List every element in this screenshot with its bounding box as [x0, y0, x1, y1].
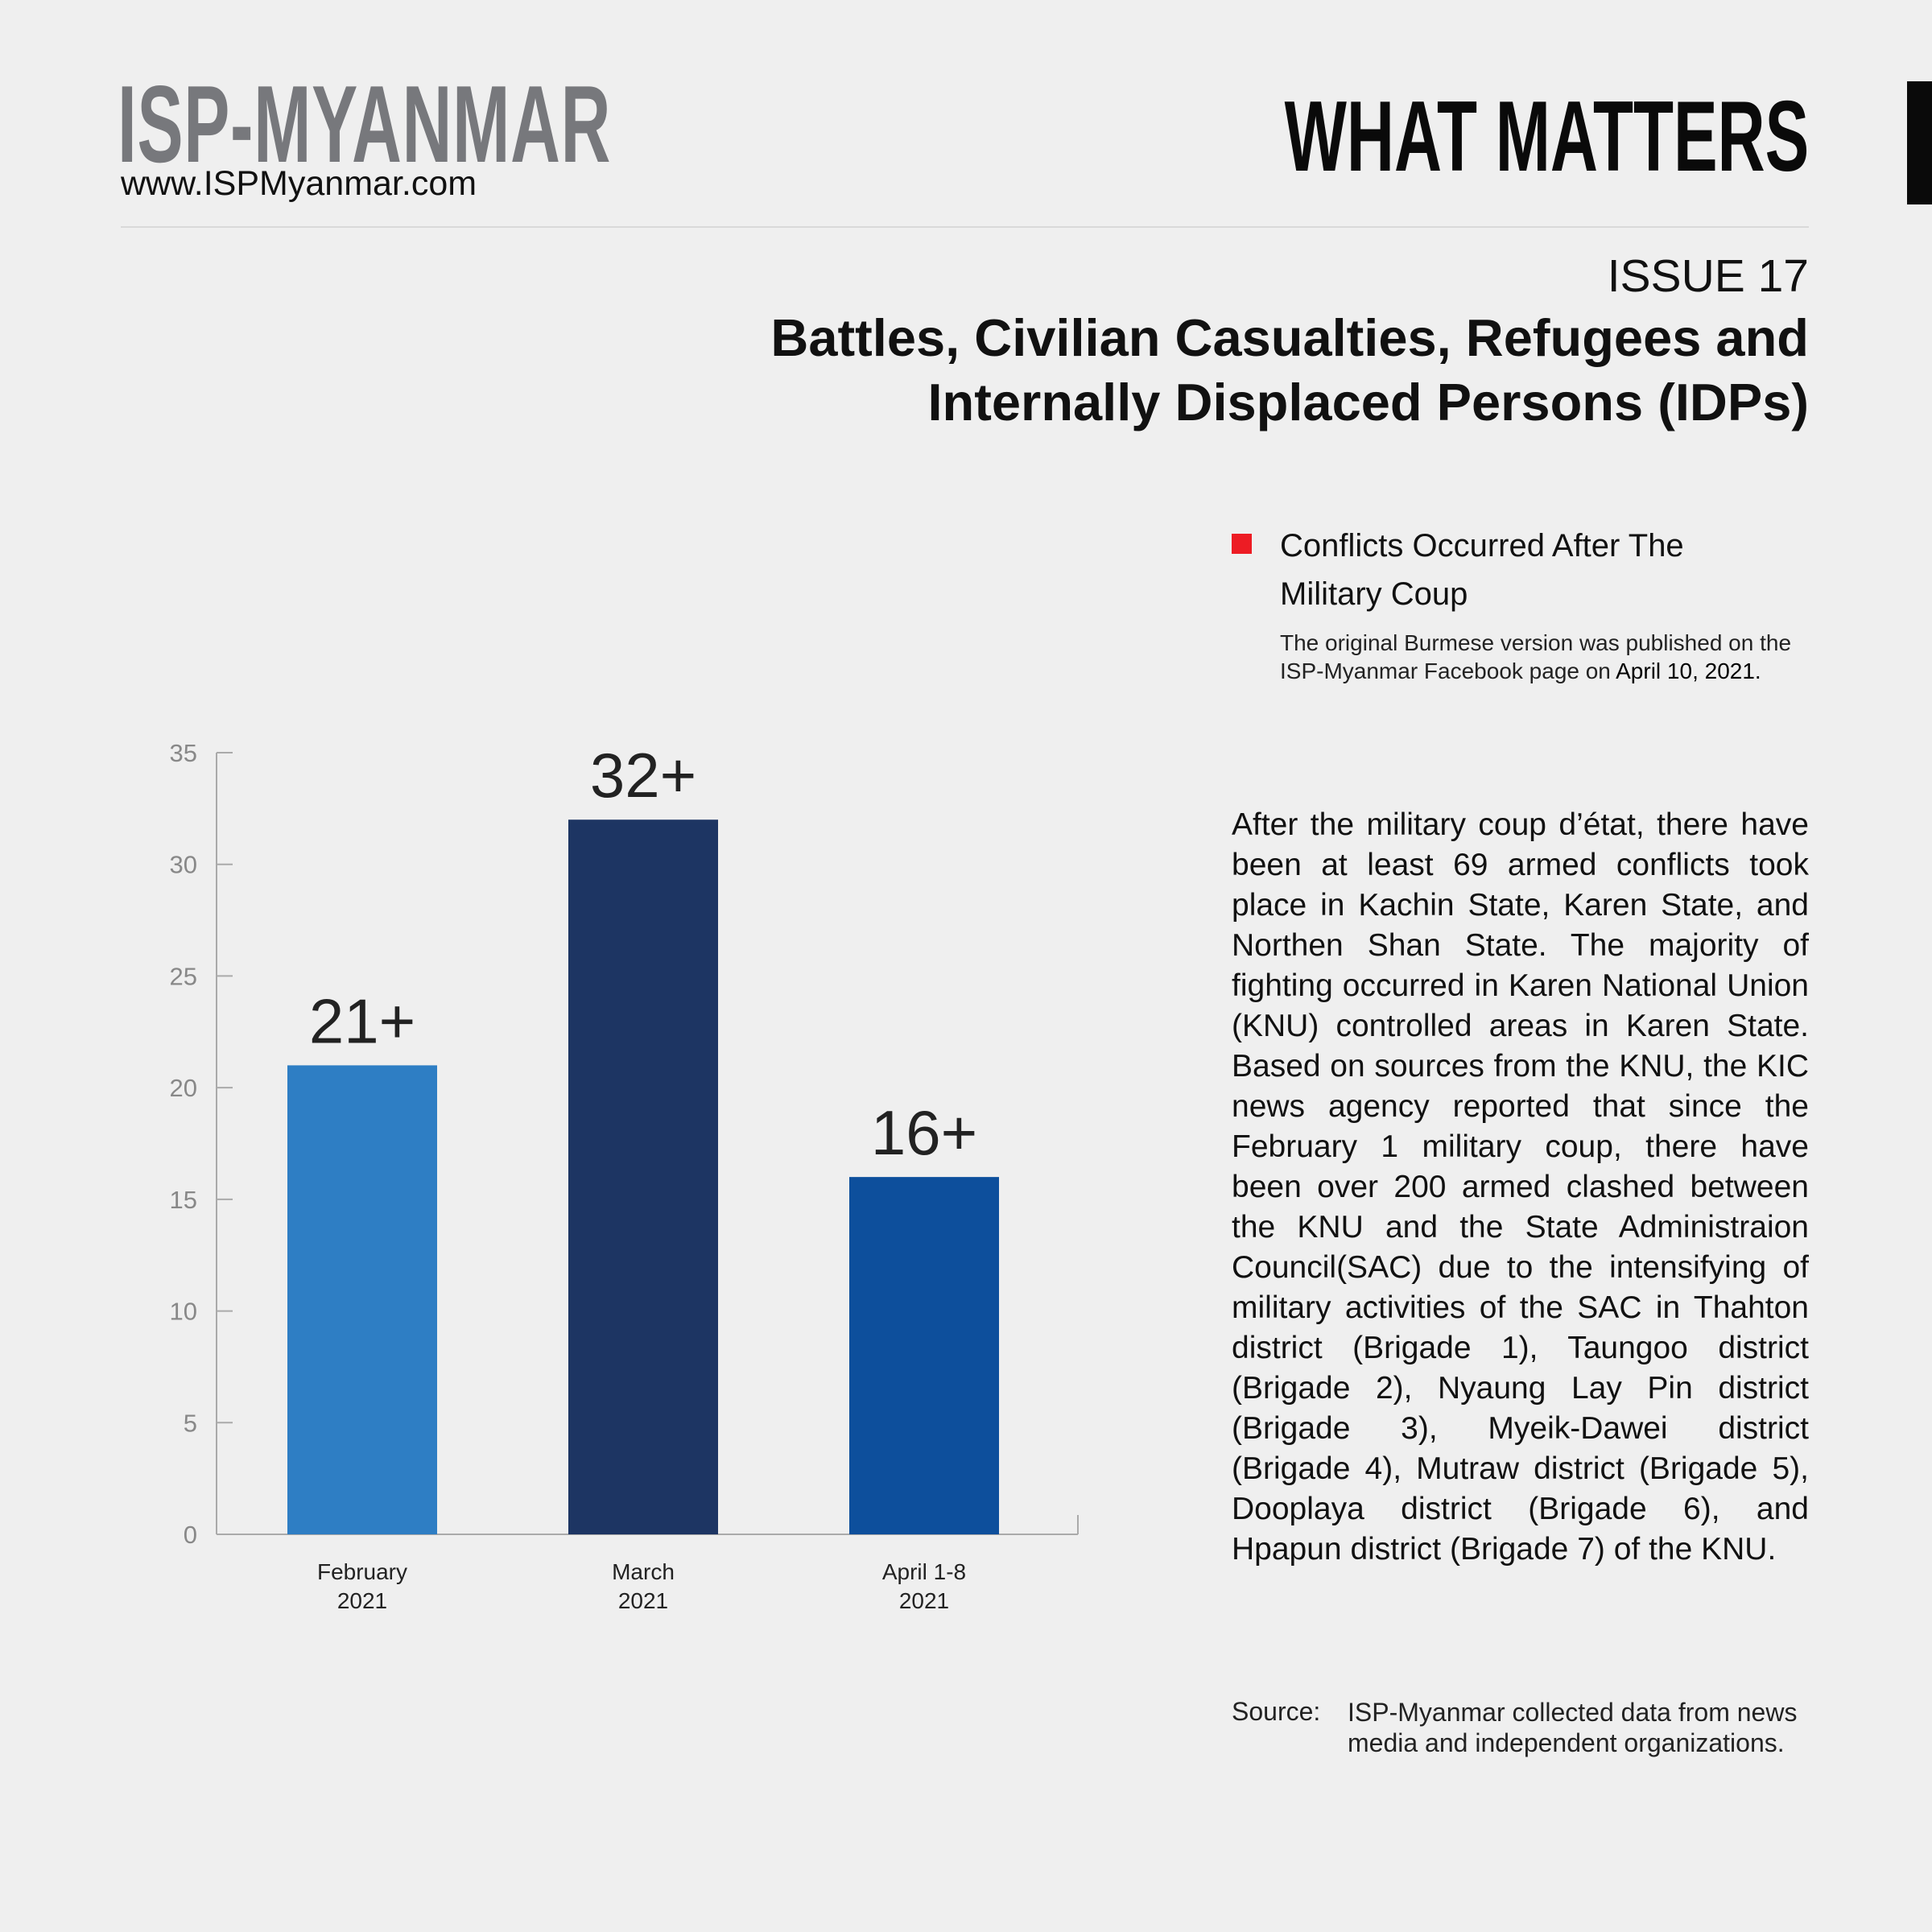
bar: [568, 819, 718, 1534]
x-tick-label: 2021: [618, 1588, 668, 1613]
note-text: The original Burmese version was publish…: [1280, 630, 1792, 683]
data-label: 21+: [309, 985, 415, 1056]
y-tick-label: 0: [184, 1521, 197, 1549]
divider: [121, 226, 1809, 228]
x-tick-label: February: [317, 1559, 407, 1584]
x-tick-label: April 1-8: [882, 1559, 966, 1584]
bar-chart: 0 5 10 15 20 25 30 35 21+ February 2021 32+ March 202…: [170, 739, 1079, 1613]
legend-swatch: [1232, 534, 1252, 554]
y-tick-label: 10: [170, 1298, 197, 1326]
body-text: After the military coup d’état, there ha…: [1232, 807, 1809, 1567]
x-tick-label: 2021: [337, 1588, 387, 1613]
issue-number: ISSUE 17: [1607, 250, 1809, 302]
decorative-bar: [1907, 81, 1932, 204]
logo: ISP-MYANMAR: [118, 63, 612, 185]
note-date: April 10, 2021.: [1616, 658, 1761, 683]
data-label: 32+: [590, 740, 696, 811]
title-line-2: Internally Displaced Persons (IDPs): [927, 373, 1809, 431]
publication-note: The original Burmese version was publish…: [1280, 629, 1811, 685]
bar: [849, 1177, 999, 1534]
y-tick-label: 15: [170, 1186, 197, 1214]
page-title: Battles, Civilian Casualties, Refugees a…: [682, 306, 1809, 435]
x-tick-label: 2021: [899, 1588, 949, 1613]
y-tick-label: 5: [184, 1409, 197, 1437]
source-text: ISP-Myanmar collected data from news med…: [1348, 1698, 1798, 1757]
series-name: WHAT MATTERS: [1284, 81, 1809, 192]
legend-label: Conflicts Occurred After The Military Co…: [1280, 528, 1684, 612]
y-tick-label: 30: [170, 851, 197, 879]
data-label: 16+: [871, 1097, 977, 1168]
x-tick-label: March: [612, 1559, 675, 1584]
website-url[interactable]: www.ISPMyanmar.com: [121, 164, 477, 203]
title-line-1: Battles, Civilian Casualties, Refugees a…: [770, 308, 1809, 367]
bar: [287, 1065, 437, 1534]
y-tick-label: 25: [170, 962, 197, 990]
y-tick-label: 20: [170, 1074, 197, 1102]
y-tick-label: 35: [170, 739, 197, 767]
source-label: Source:: [1232, 1697, 1321, 1726]
